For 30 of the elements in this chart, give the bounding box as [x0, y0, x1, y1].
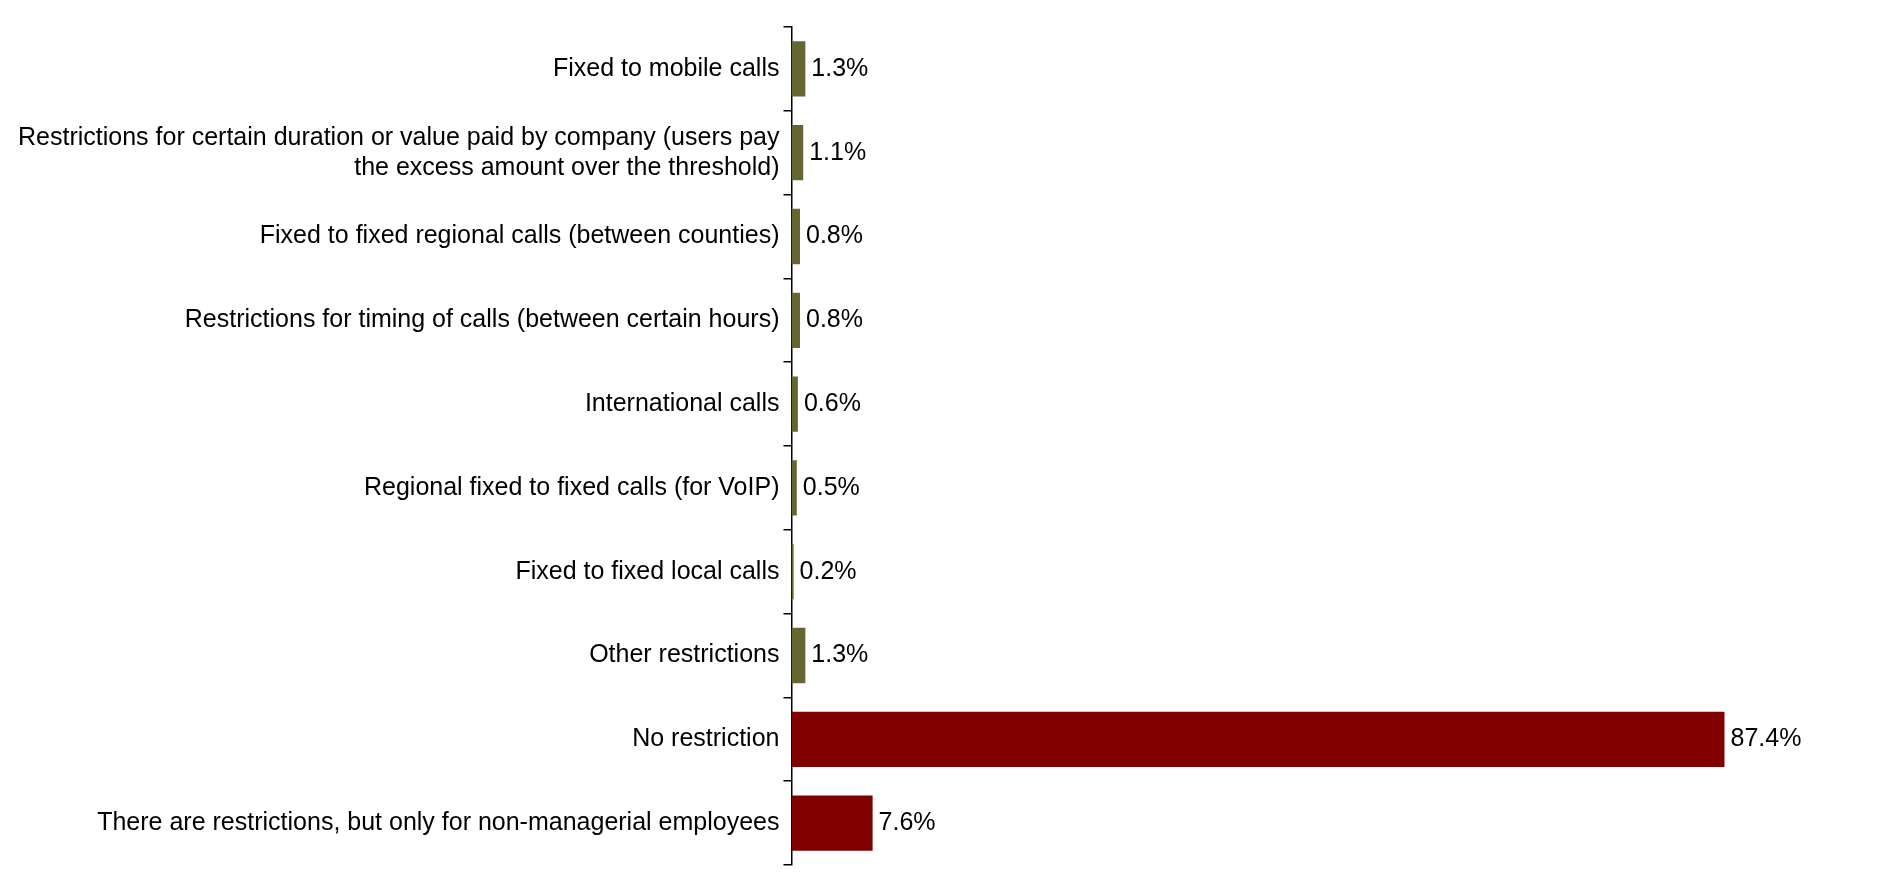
- data-label: 0.8%: [806, 304, 863, 333]
- bar: [791, 460, 797, 516]
- y-tick-label: Regional fixed to fixed calls (for VoIP): [363, 471, 780, 500]
- bar: [791, 795, 873, 851]
- y-tick-label: No restriction: [632, 723, 780, 752]
- y-tick-label: Fixed to fixed regional calls (between counties): [259, 220, 780, 249]
- data-label: 0.2%: [799, 555, 857, 584]
- y-tick-label: International calls: [584, 387, 780, 416]
- data-label: 0.8%: [806, 220, 863, 249]
- data-label: 0.6%: [803, 387, 861, 416]
- bar: [791, 711, 1725, 767]
- y-tick-label: Restrictions for timing of calls (between certain hours): [184, 304, 780, 333]
- data-label: 1.1%: [809, 136, 867, 165]
- data-label: 7.6%: [878, 806, 936, 835]
- bar: [791, 627, 806, 684]
- y-tick-label: There are restrictions, but only for non-managerial employees: [97, 806, 780, 835]
- bar: [791, 376, 798, 432]
- bar: [791, 544, 794, 600]
- y-tick-label: Fixed to mobile calls: [552, 52, 780, 81]
- data-label: 1.3%: [811, 639, 869, 668]
- y-tick-label: Fixed to fixed local calls: [515, 555, 780, 584]
- bar: [791, 208, 801, 265]
- bar: [791, 41, 806, 97]
- data-label: 0.5%: [802, 471, 860, 500]
- y-tick-label: Other restrictions: [589, 639, 780, 668]
- data-label: 1.3%: [811, 52, 869, 81]
- y-tick-label: Restrictions for certain duration or value paid by company (users pay the excess amount over the threshold): [17, 121, 780, 180]
- bar: [791, 292, 801, 348]
- data-label: 87.4%: [1730, 723, 1802, 752]
- bar: [791, 125, 804, 181]
